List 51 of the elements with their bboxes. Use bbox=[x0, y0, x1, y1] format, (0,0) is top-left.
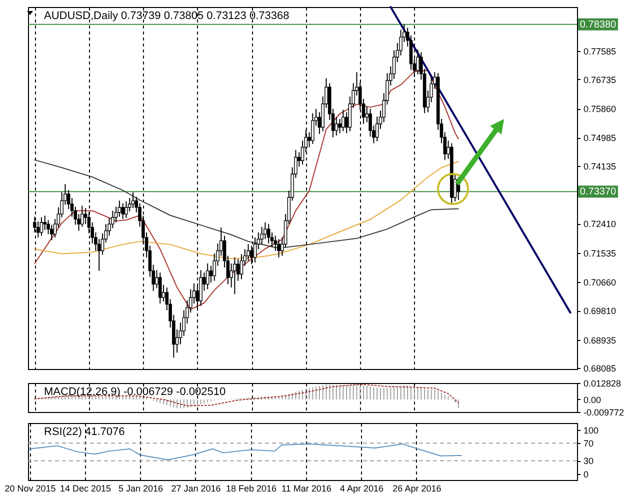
candlestick bbox=[260, 226, 264, 245]
chart-title: RSI(22) 41.7076 bbox=[44, 426, 125, 438]
y-tick-label: 70 bbox=[584, 438, 594, 449]
x-tick-label: 27 Jan 2016 bbox=[171, 484, 221, 494]
ref-line-label: 0.78380 bbox=[580, 19, 617, 30]
y-tick-label: 0.69810 bbox=[584, 306, 616, 316]
candlestick bbox=[158, 272, 162, 304]
y-tick-label: 0.71535 bbox=[584, 248, 616, 258]
candlestick bbox=[50, 224, 54, 241]
candlestick bbox=[80, 205, 84, 228]
x-tick-label: 14 Dec 2015 bbox=[60, 484, 111, 494]
candlestick bbox=[266, 224, 270, 244]
y-tick-label: 0.72410 bbox=[584, 219, 616, 230]
y-tick-label: 0.76735 bbox=[584, 74, 616, 85]
y-tick-label: 100 bbox=[584, 426, 599, 436]
y-tick-label: -0.009772 bbox=[584, 408, 624, 418]
x-tick-label: 4 Apr 2016 bbox=[340, 484, 384, 494]
candlestick bbox=[342, 109, 345, 132]
candlestick bbox=[121, 202, 124, 220]
x-tick-label: 20 Nov 2015 bbox=[4, 484, 56, 494]
chart-title: MACD(12,26,9) -0.006729 -0.002510 bbox=[44, 386, 226, 398]
candlestick bbox=[40, 216, 44, 236]
candlestick bbox=[334, 116, 338, 136]
candlestick bbox=[233, 256, 236, 295]
ref-line-label: 0.73370 bbox=[580, 186, 617, 198]
chart-title: AUDUSD,Daily 0.73739 0.73805 0.73123 0.73368 bbox=[44, 10, 290, 22]
y-tick-label: 0.74135 bbox=[584, 162, 616, 172]
candlestick bbox=[311, 112, 314, 144]
candlestick bbox=[206, 262, 210, 290]
candlestick bbox=[124, 200, 128, 219]
y-tick-label: 30 bbox=[584, 456, 594, 466]
y-tick-label: 0 bbox=[584, 469, 589, 480]
x-tick-label: 5 Jan 2016 bbox=[118, 484, 163, 494]
y-tick-label: 0.70660 bbox=[584, 278, 616, 288]
candlestick bbox=[43, 215, 47, 231]
candlestick bbox=[131, 192, 135, 209]
candlestick bbox=[264, 222, 267, 240]
x-tick-label: 18 Feb 2016 bbox=[226, 484, 276, 494]
y-tick-label: 0.74985 bbox=[584, 133, 616, 144]
candlestick bbox=[338, 118, 342, 134]
x-tick-label: 11 Mar 2016 bbox=[282, 484, 332, 494]
x-tick-label: 26 Apr 2016 bbox=[392, 484, 442, 494]
y-tick-label: 0.68085 bbox=[584, 364, 616, 374]
y-tick-label: 0.77585 bbox=[584, 46, 616, 56]
y-tick-label: 0.012828 bbox=[584, 378, 622, 388]
y-tick-label: 0.68935 bbox=[584, 335, 616, 346]
candlestick bbox=[277, 238, 280, 258]
y-tick-label: 0.75860 bbox=[584, 104, 616, 114]
line-series bbox=[29, 444, 462, 460]
line-series bbox=[34, 384, 459, 406]
y-tick-label: 0.00 bbox=[584, 394, 602, 405]
